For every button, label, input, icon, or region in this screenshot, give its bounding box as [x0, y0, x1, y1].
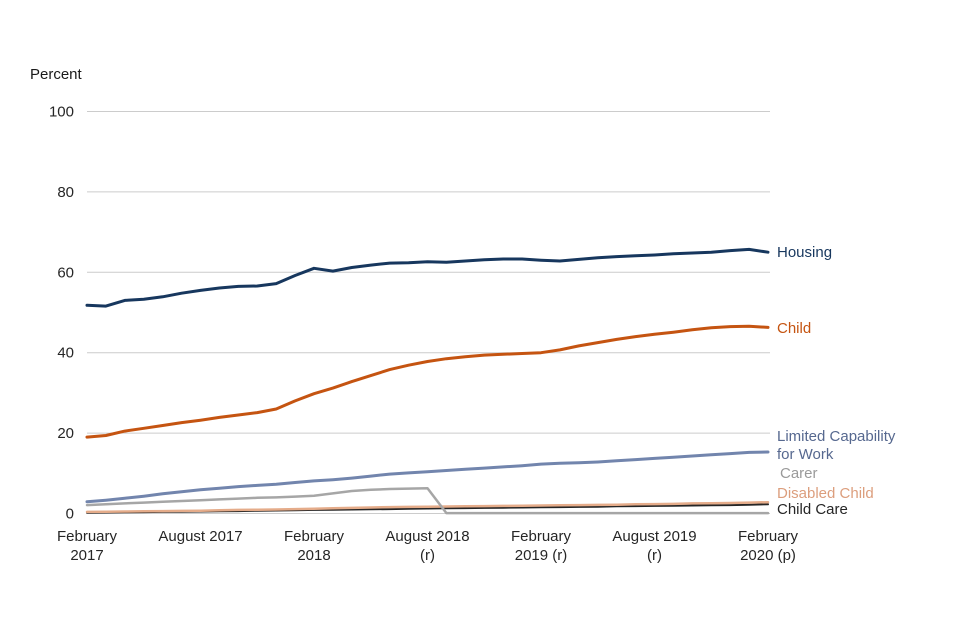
series-label-disabled_child: Disabled Child: [777, 485, 874, 502]
series-line-carer: [85, 486, 770, 515]
y-tick-label: 80: [57, 184, 74, 201]
x-tick-label: 2019 (r): [515, 547, 568, 564]
x-tick-label: 2018: [297, 547, 330, 564]
series-line-child: [85, 324, 770, 439]
y-tick-label: 60: [57, 264, 74, 281]
x-tick-label: February: [511, 528, 572, 545]
y-tick-label: 20: [57, 425, 74, 442]
x-tick-label: (r): [647, 547, 662, 564]
series-line-limited_capability_for_work: [85, 450, 770, 504]
series-label-limited_capability_for_work: Limited Capability: [777, 428, 896, 445]
series-label-child_care: Child Care: [777, 501, 848, 518]
series-label-carer: Carer: [780, 465, 818, 482]
x-tick-label: 2020 (p): [740, 547, 796, 564]
x-tick-label: February: [284, 528, 345, 545]
x-tick-label: August 2019: [612, 528, 696, 545]
x-tick-label: 2017: [70, 547, 103, 564]
y-tick-label: 100: [49, 104, 74, 121]
series-label-housing: Housing: [777, 244, 832, 261]
series-label-child: Child: [777, 320, 811, 337]
x-tick-label: (r): [420, 547, 435, 564]
x-tick-label: February: [738, 528, 799, 545]
series-line-housing: [85, 247, 770, 308]
x-tick-label: February: [57, 528, 118, 545]
series-label-limited_capability_for_work: for Work: [777, 446, 834, 463]
y-tick-label: 0: [66, 506, 74, 523]
x-tick-label: August 2017: [158, 528, 242, 545]
series-line-disabled_child: [85, 500, 770, 514]
x-tick-label: August 2018: [385, 528, 469, 545]
y-tick-label: 40: [57, 345, 74, 362]
y-axis-title: Percent: [30, 66, 82, 83]
